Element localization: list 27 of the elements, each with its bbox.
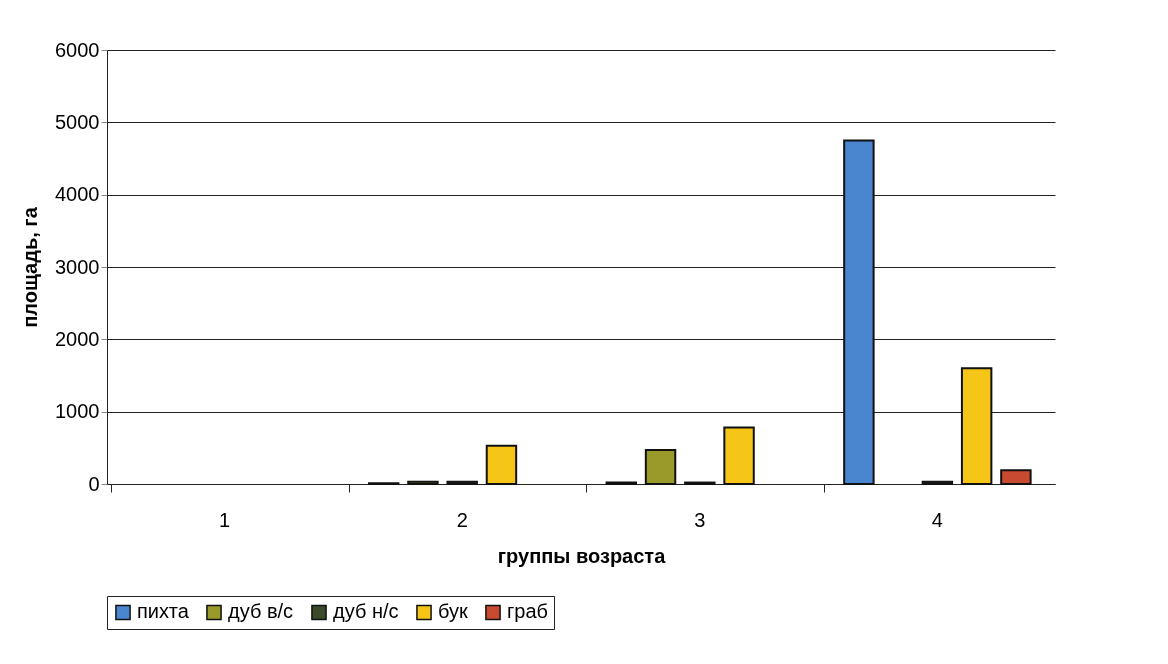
x-tick-label: 4 [931,508,943,531]
x-tick-label: 1 [219,508,231,531]
bar [921,480,954,485]
y-tick-label: 0 [88,472,100,495]
x-axis-title: группы возраста [497,544,667,567]
y-tick-label: 1000 [55,400,100,423]
bar [407,480,439,485]
bar [446,480,478,485]
x-tick-label: 2 [456,508,468,531]
legend-label: граб [507,600,548,623]
y-tick-label: 5000 [55,110,100,133]
bar [644,449,677,485]
bar [960,367,993,485]
bar [723,426,755,485]
legend-label: дуб н/с [333,600,399,623]
y-tick-label: 4000 [55,183,100,206]
bar [1000,469,1032,485]
legend-label: бук [438,600,469,623]
legend-label: дуб в/с [228,600,294,623]
legend-label: пихта [137,600,190,623]
bar [485,444,518,485]
y-tick-label: 6000 [55,38,100,61]
bar [843,139,875,485]
y-axis-title: площадь, га [19,206,42,328]
x-tick-label: 3 [694,508,706,531]
y-tick-label: 3000 [55,255,100,278]
y-tick-label: 2000 [55,327,100,350]
